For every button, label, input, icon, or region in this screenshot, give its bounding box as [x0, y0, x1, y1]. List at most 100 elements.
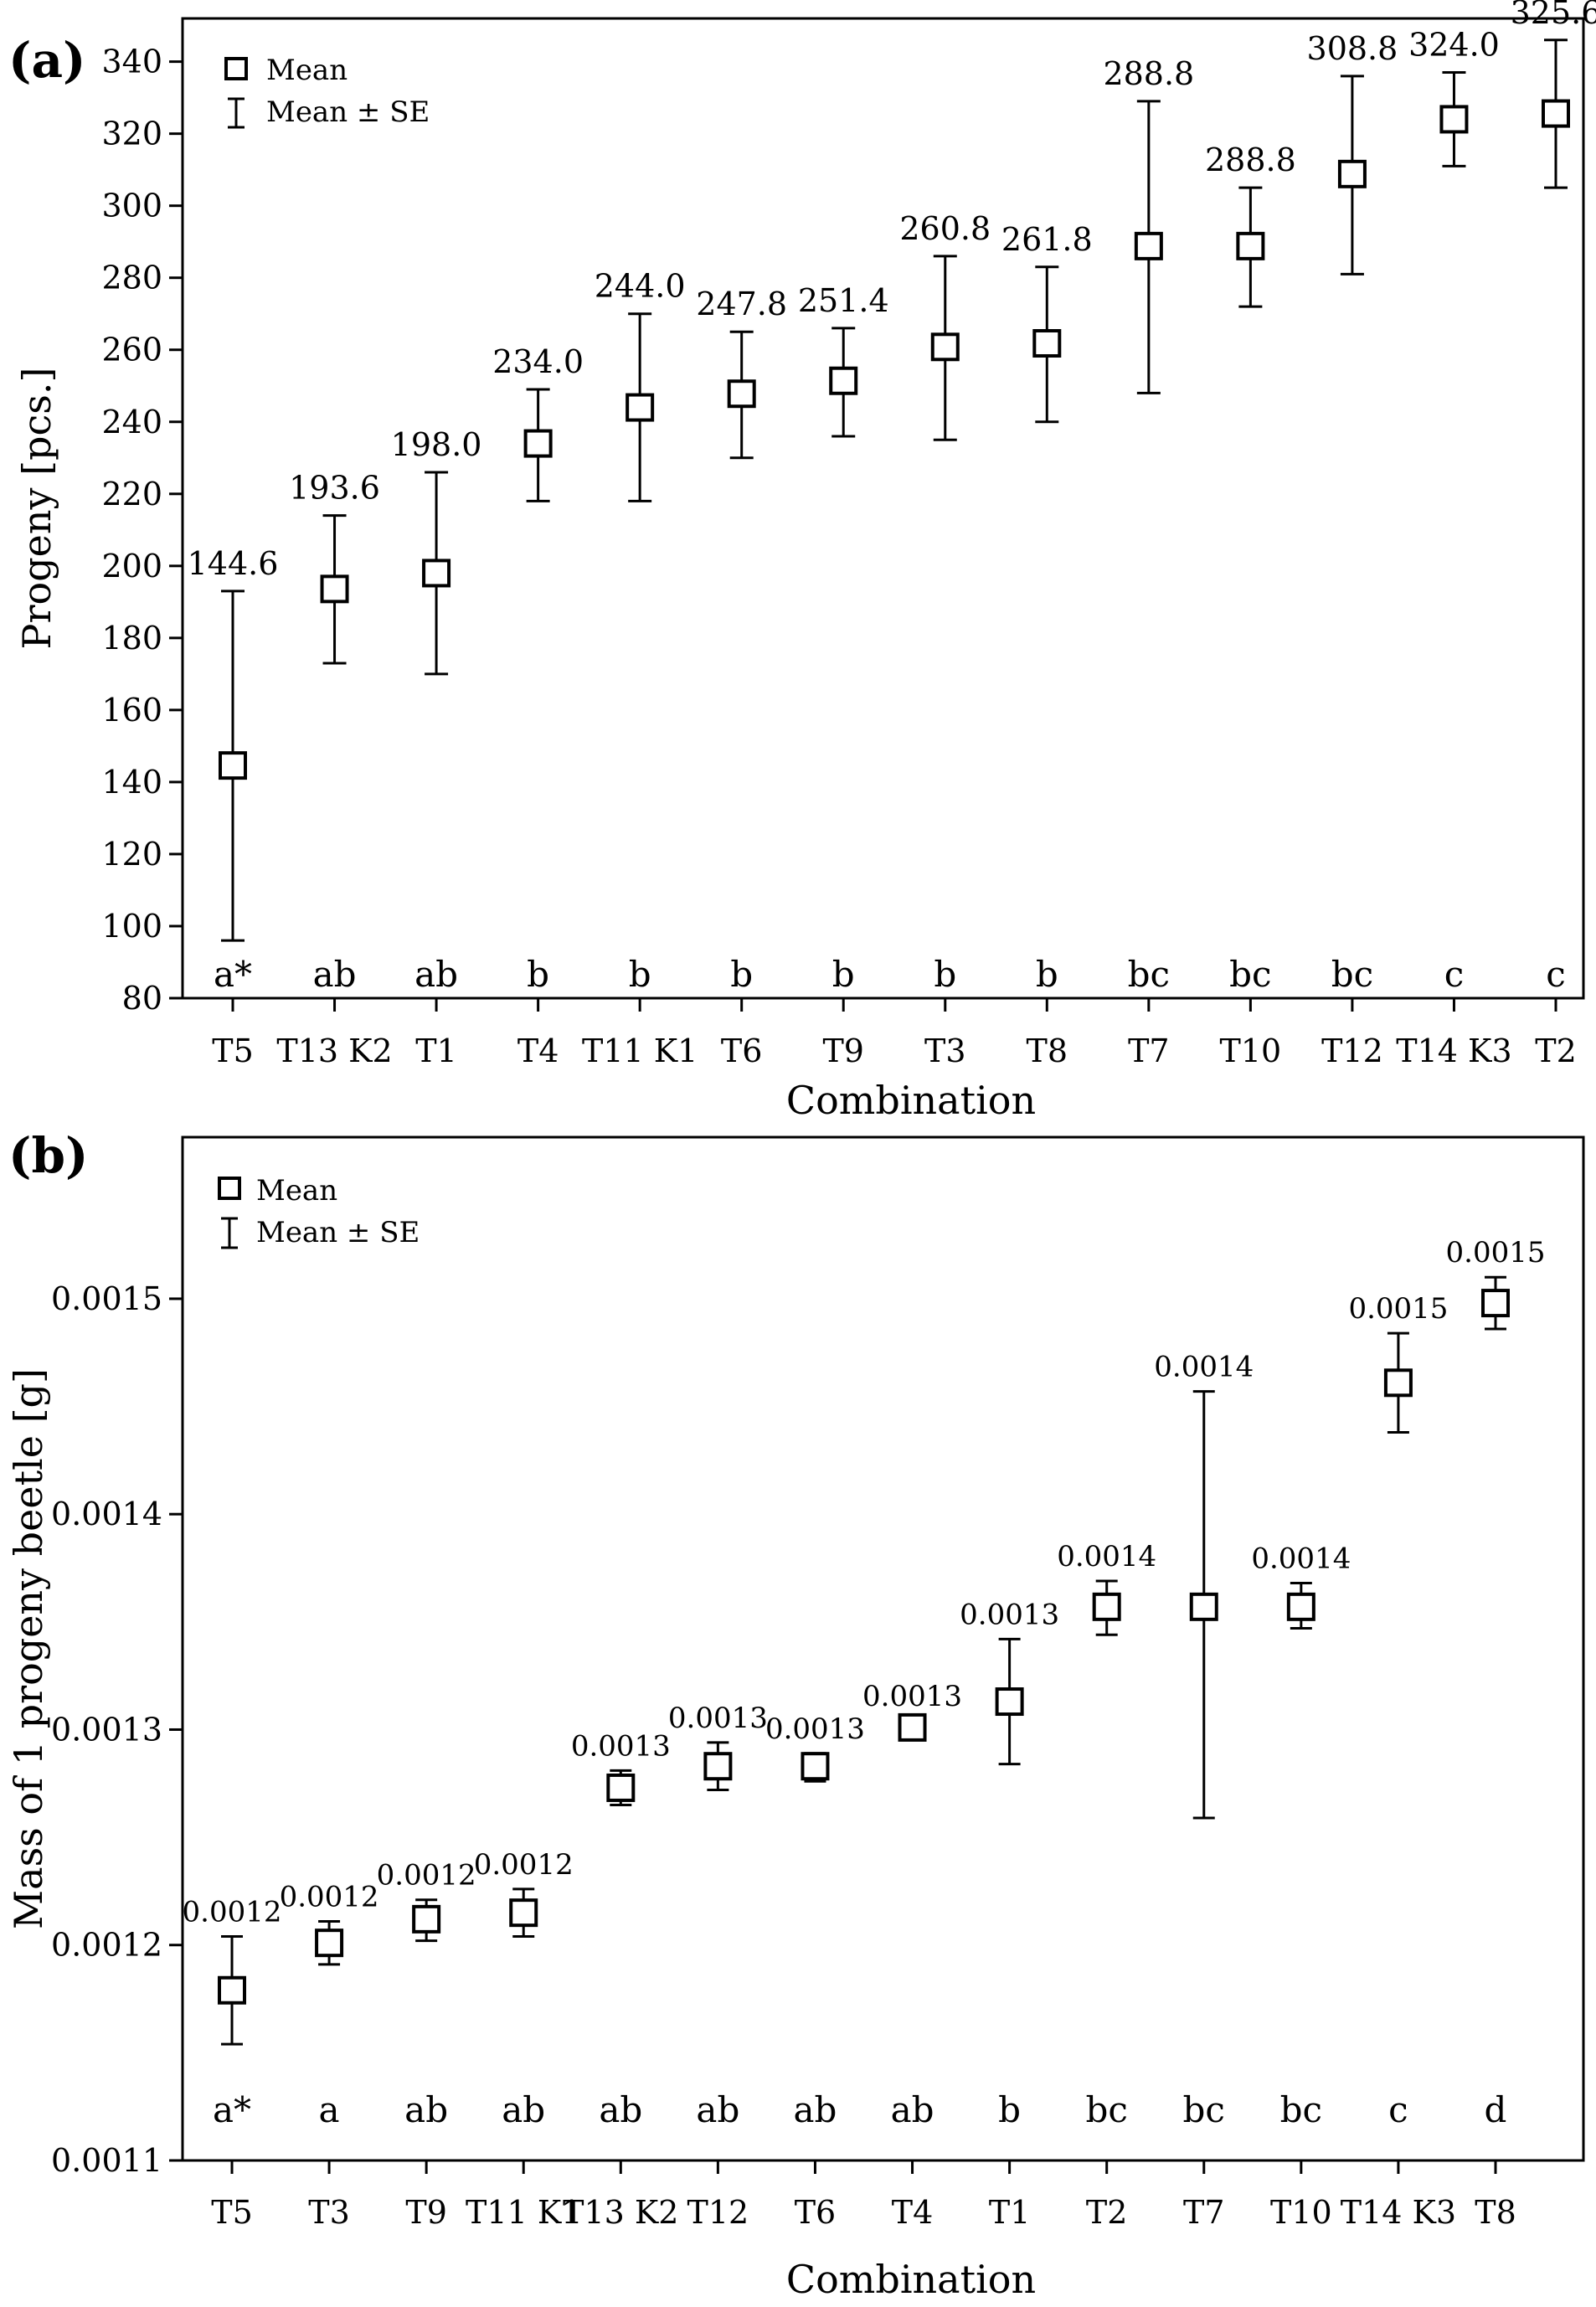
panel-a-y-tick-label: 280 — [101, 260, 162, 296]
panel-a-mean-marker — [1439, 105, 1469, 134]
panel-a-y-tick-label: 320 — [101, 116, 162, 152]
panel-b-group-letter: ab — [696, 2089, 739, 2130]
panel-b-group-letter: bc — [1085, 2089, 1127, 2130]
panel-a-group-letter: c — [1444, 954, 1465, 995]
panel-b-legend-se-label: Mean ± SE — [256, 1216, 420, 1249]
panel-a-y-tick-label: 340 — [101, 44, 162, 80]
panel-b-mean-marker — [509, 1898, 538, 1928]
panel-b-group-letter: b — [998, 2089, 1021, 2130]
panel-b-legend: Mean Mean ± SE — [218, 1174, 420, 1249]
panel-b-mean-marker — [898, 1712, 927, 1742]
panel-a-group-letter: a* — [214, 954, 252, 995]
panel-a-x-tick-label: T14 K3 — [1396, 1032, 1511, 1069]
panel-b-mean-marker — [412, 1904, 441, 1934]
panel-b-x-tick-label: T3 — [308, 2194, 350, 2231]
panel-a-y-tick-label: 200 — [101, 548, 162, 584]
panel-b-group-letter: a — [319, 2089, 340, 2130]
panel-a-mean-marker — [626, 393, 655, 422]
panel-a-x-tick-label: T8 — [1027, 1032, 1068, 1069]
panel-a-label: (a) — [8, 32, 85, 89]
panel-a-y-tick-label: 120 — [101, 836, 162, 873]
panel-b-y-tick-label: 0.0013 — [51, 1711, 162, 1748]
panel-a-data-marks: 144.6 a* 193.6 ab 198.0 ab 234.0 b 244.0 b 247.8 b 2… — [188, 0, 1596, 995]
panel-b-mean-marker — [1383, 1368, 1413, 1398]
panel-b-y-ticks: 0.0011 0.0012 0.0013 0.0014 0.0015 — [51, 1280, 183, 2179]
panel-b-mean-marker — [1481, 1289, 1510, 1318]
panel-b-value-label: 0.0014 — [1251, 1542, 1351, 1576]
panel-a-mean-marker — [1542, 99, 1570, 128]
panel-b-x-tick-label: T10 — [1270, 2194, 1332, 2231]
panel-b-group-letter: a* — [213, 2089, 251, 2130]
panel-b-mean-marker — [703, 1752, 733, 1781]
panel-a-value-label: 288.8 — [1103, 55, 1194, 92]
panel-b-value-label: 0.0014 — [1154, 1351, 1254, 1384]
panel-b-group-letter: d — [1485, 2089, 1507, 2130]
panel-b-value-label: 0.0013 — [668, 1702, 768, 1735]
panel-a-y-tick-label: 240 — [101, 404, 162, 440]
panel-b-value-label: 0.0013 — [862, 1680, 962, 1713]
panel-a-y-tick-label: 80 — [122, 980, 162, 1017]
panel-a-x-axis-title: Combination — [786, 1078, 1036, 1123]
panel-a-mean-marker — [930, 332, 960, 362]
panel-b-value-label: 0.0012 — [183, 1895, 282, 1929]
panel-b-x-axis-title: Combination — [786, 2257, 1036, 2302]
panel-b-mean-marker — [606, 1773, 636, 1802]
panel-b-y-tick-label: 0.0012 — [51, 1927, 162, 1964]
panel-b-group-letter: ab — [599, 2089, 642, 2130]
panel-b-mean-marker — [1286, 1592, 1315, 1621]
panel-a-mean-marker — [1032, 328, 1062, 358]
panel-a-x-tick-label: T12 — [1321, 1032, 1383, 1069]
panel-a-y-tick-label: 100 — [101, 908, 162, 945]
panel-a-value-label: 324.0 — [1408, 27, 1500, 64]
panel-b-x-tick-label: T14 K3 — [1341, 2194, 1456, 2231]
panel-a-mean-marker — [1337, 159, 1367, 188]
panel-b-x-tick-label: T11 K1 — [466, 2194, 581, 2231]
panel-a-value-label: 260.8 — [899, 210, 991, 247]
panel-b-mean-marker — [801, 1752, 830, 1781]
panel-a-value-label: 234.0 — [492, 343, 584, 380]
panel-a-x-ticks: T5 T13 K2 T1 T4 T11 K1 T6 T9 T3 T8 T7 T10 T12 T14 K3… — [212, 998, 1577, 1069]
panel-a-x-tick-label: T2 — [1535, 1032, 1577, 1069]
panel-a-y-tick-label: 260 — [101, 332, 162, 368]
panel-b-value-label: 0.0014 — [1057, 1540, 1156, 1573]
panel-a-value-label: 247.8 — [696, 286, 787, 322]
panel-a-mean-marker — [422, 559, 451, 588]
panel-a-group-letter: bc — [1331, 954, 1373, 995]
panel-b-value-label: 0.0012 — [377, 1859, 476, 1892]
panel-a-mean-marker — [320, 574, 349, 604]
panel-a-value-label: 198.0 — [391, 426, 482, 463]
panel-a-y-tick-label: 300 — [101, 188, 162, 224]
panel-b-x-tick-label: T12 — [687, 2194, 749, 2231]
panel-b-x-tick-label: T7 — [1183, 2194, 1225, 2231]
panel-a-mean-marker — [829, 366, 858, 395]
panel-a-group-letter: b — [527, 954, 549, 995]
panel-a-value-label: 288.8 — [1205, 142, 1296, 178]
panel-a-y-tick-label: 160 — [101, 692, 162, 729]
panel-a-value-label: 308.8 — [1307, 30, 1398, 67]
panel-b-mean-marker — [218, 1975, 246, 2005]
panel-b-x-tick-label: T13 K2 — [563, 2194, 678, 2231]
panel-b-x-tick-label: T5 — [211, 2194, 253, 2231]
panel-b-x-tick-label: T4 — [892, 2194, 934, 2231]
panel-a-group-letter: b — [629, 954, 651, 995]
panel-a-group-letter: c — [1546, 954, 1566, 995]
panel-b-legend-mean-symbol — [218, 1177, 241, 1200]
panel-a-value-label: 244.0 — [595, 268, 686, 305]
panel-b-value-label: 0.0013 — [571, 1729, 671, 1763]
panel-a-x-tick-label: T10 — [1220, 1032, 1282, 1069]
panel-a-value-label: 251.4 — [798, 282, 889, 319]
panel-a-legend-mean-symbol — [224, 57, 248, 80]
panel-b-value-label: 0.0013 — [765, 1712, 865, 1746]
panel-b-value-label: 0.0015 — [1446, 1236, 1546, 1269]
panel-a-value-label: 193.6 — [289, 470, 380, 507]
panel-b-value-label: 0.0012 — [474, 1848, 574, 1882]
panel-a-y-tick-label: 220 — [101, 476, 162, 512]
panel-b-plot-frame — [181, 1135, 1585, 2162]
panel-b-y-axis-title: Mass of 1 progeny beetle [g] — [6, 1368, 51, 1929]
panel-a-group-letter: b — [832, 954, 855, 995]
panel-a-x-tick-label: T6 — [721, 1032, 763, 1069]
panel-a-mean-marker — [727, 379, 756, 409]
panel-a-chart: (a) Progeny [pcs.] Combination Mean Mean… — [8, 0, 1596, 1123]
panel-b-y-tick-label: 0.0015 — [51, 1280, 162, 1317]
